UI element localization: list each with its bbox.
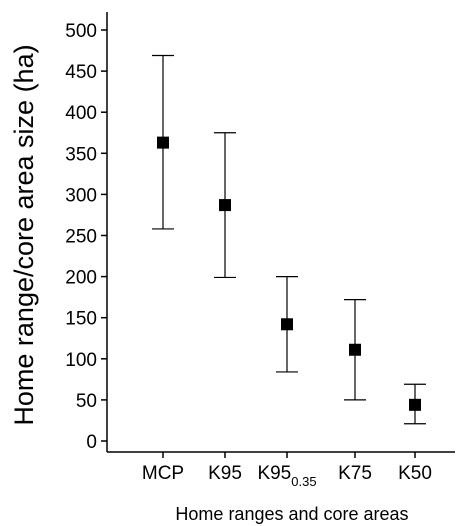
y-tick-label: 300 bbox=[65, 185, 97, 206]
y-ticks: 0 50 100 150 200 250 300 350 400 450 500 bbox=[65, 21, 107, 453]
data-point bbox=[281, 318, 293, 331]
error-bars bbox=[152, 54, 426, 425]
y-tick-label: 500 bbox=[65, 21, 97, 42]
y-tick-label: 400 bbox=[65, 103, 97, 124]
x-tick-label: K50 bbox=[398, 463, 432, 484]
y-tick-label: 50 bbox=[76, 391, 97, 412]
x-ticks: MCP K95 K950.35 K75 K50 bbox=[142, 452, 432, 489]
y-axis: 0 50 100 150 200 250 300 350 400 450 500 bbox=[65, 12, 108, 453]
x-tick-label: K95 bbox=[208, 463, 242, 484]
data-point bbox=[157, 136, 169, 149]
y-tick-label: 100 bbox=[65, 350, 97, 371]
x-tick-label: K950.35 bbox=[257, 463, 316, 489]
x-tick-label: MCP bbox=[142, 463, 184, 484]
x-tick-label: K75 bbox=[338, 463, 372, 484]
x-axis: MCP K95 K950.35 K75 K50 bbox=[107, 451, 455, 489]
y-tick-label: 250 bbox=[65, 227, 97, 248]
y-tick-label: 0 bbox=[86, 432, 97, 453]
x-axis-label: Home ranges and core areas bbox=[175, 504, 408, 524]
y-tick-label: 350 bbox=[65, 144, 97, 165]
y-tick-label: 150 bbox=[65, 309, 97, 330]
data-points bbox=[157, 136, 421, 411]
y-axis-label: Home range/core area size (ha) bbox=[9, 44, 39, 425]
data-point bbox=[219, 199, 231, 212]
data-point bbox=[349, 343, 361, 356]
data-point bbox=[409, 398, 421, 411]
y-tick-label: 450 bbox=[65, 62, 97, 83]
y-tick-label: 200 bbox=[65, 268, 97, 289]
